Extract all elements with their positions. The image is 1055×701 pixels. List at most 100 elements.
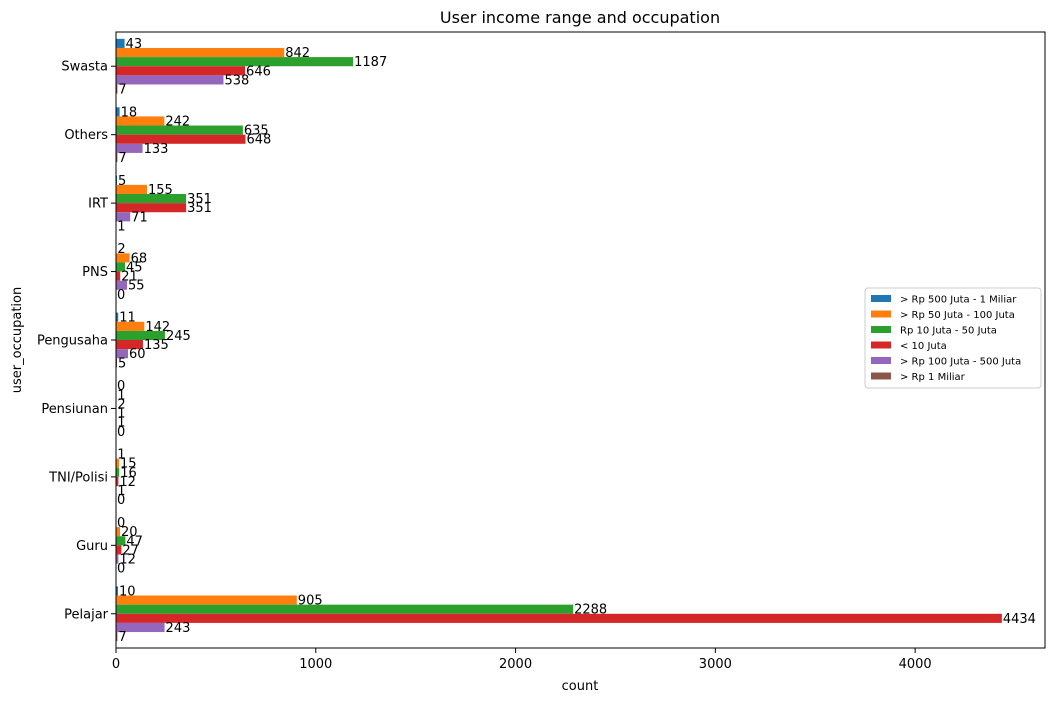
bar-value-label: 135 (144, 338, 169, 353)
bar-value-label: 4434 (1003, 612, 1036, 627)
legend-swatch (871, 341, 891, 349)
bar-value-label: 20 (121, 525, 138, 540)
bar (116, 143, 143, 153)
x-axis: 0 1000 2000 3000 4000 (112, 648, 932, 672)
y-tick-label: Guru (76, 539, 108, 554)
bar-value-label: 0 (117, 493, 125, 508)
bar (116, 203, 187, 213)
bar-value-label: 60 (129, 347, 146, 362)
bar-value-label: 55 (128, 279, 145, 294)
legend-entry: > Rp 50 Juta - 100 Juta (900, 310, 1015, 321)
bar (116, 632, 118, 642)
legend-entry: > Rp 500 Juta - 1 Miliar (900, 295, 1017, 306)
bar (116, 47, 285, 58)
bars-layer (116, 38, 1002, 642)
bar-value-label: 0 (117, 516, 125, 531)
bar-value-label: 0 (117, 562, 125, 577)
bar-value-label: 0 (117, 425, 125, 440)
legend: > Rp 500 Juta - 1 Miliar > Rp 50 Juta - 1… (864, 287, 1042, 389)
bar (116, 116, 165, 126)
x-tick-label: 4000 (899, 657, 932, 672)
bar-value-label: 646 (246, 64, 271, 79)
y-tick-label: TNI/Polisi (48, 470, 108, 485)
bar-value-label: 133 (144, 142, 169, 157)
bar-value-label: 1 (117, 484, 125, 499)
bar-value-label: 1 (117, 416, 125, 431)
bar-value-label: 11 (119, 311, 136, 326)
bar-value-label: 351 (187, 192, 212, 207)
bar-value-label: 1 (117, 448, 125, 463)
legend-entry: < 10 Juta (900, 341, 947, 352)
bar (116, 536, 126, 546)
bar-value-label: 7 (118, 630, 126, 645)
y-tick-label: Pengusaha (37, 334, 108, 349)
x-axis-label: count (562, 679, 599, 694)
y-tick-label: Others (64, 128, 108, 143)
bar-value-label: 10 (119, 584, 136, 599)
bar (116, 604, 574, 614)
bar-value-label: 7 (118, 151, 126, 166)
y-axis-label: user_occupation (10, 287, 25, 393)
bar (116, 527, 120, 537)
bar-value-label: 0 (117, 379, 125, 394)
bar (116, 476, 119, 487)
bar-value-label: 243 (166, 621, 191, 636)
bar-value-label: 47 (126, 534, 143, 549)
y-tick-label: IRT (88, 197, 108, 212)
bar-value-label: 5 (118, 174, 126, 189)
bar (116, 467, 120, 477)
bar-value-label: 2288 (574, 603, 607, 618)
bar (116, 75, 224, 85)
bar-value-label: 351 (187, 201, 212, 216)
bar (116, 554, 119, 564)
y-tick-label: Swasta (61, 60, 108, 75)
legend-entry: Rp 10 Juta - 50 Juta (900, 326, 997, 337)
bar-value-label: 7 (118, 83, 126, 98)
bar (116, 134, 246, 144)
bar-value-label: 0 (117, 288, 125, 303)
legend-swatch (871, 295, 891, 302)
x-tick-label: 3000 (699, 657, 732, 672)
bar-value-label: 71 (131, 210, 148, 225)
x-tick-label: 1000 (299, 657, 332, 672)
bar (116, 458, 119, 468)
bar-value-label: 45 (126, 260, 143, 275)
legend-swatch (871, 310, 891, 318)
bar-value-label: 842 (285, 46, 310, 61)
bar-value-label: 2 (117, 242, 125, 257)
bar (116, 280, 127, 290)
bar (116, 595, 297, 605)
bar (116, 340, 143, 350)
bar (116, 622, 165, 633)
bar (116, 312, 119, 322)
bar-value-label: 1 (117, 407, 125, 422)
bar-value-label: 538 (224, 73, 249, 88)
legend-entry: > Rp 100 Juta - 500 Juta (900, 357, 1021, 368)
bar-value-label: 2 (117, 397, 125, 412)
chart-title: User income range and occupation (440, 8, 720, 27)
legend-entry: > Rp 1 Miliar (900, 372, 966, 383)
bar-value-label: 68 (131, 251, 148, 266)
bar-value-label: 21 (121, 270, 138, 285)
bar-value-label: 43 (126, 37, 143, 52)
y-axis: Swasta Others IRT PNS Pengusaha Pensiunan TNI/… (37, 60, 116, 622)
bar (116, 253, 130, 263)
plot-frame (115, 31, 1046, 649)
bar (116, 66, 246, 76)
bar (116, 271, 121, 281)
bar (116, 212, 131, 222)
bar (116, 152, 118, 163)
bar (116, 193, 187, 204)
bar (116, 349, 128, 359)
bar (116, 107, 120, 117)
bar (116, 321, 145, 331)
x-tick-label: 2000 (499, 657, 532, 672)
bar (116, 38, 125, 48)
bar (116, 545, 122, 555)
y-tick-label: Pensiunan (41, 402, 108, 417)
bar-value-label: 18 (121, 105, 138, 120)
value-labels-layer: 4384211876465387182426356481337515535135… (117, 37, 1036, 645)
bar-value-label: 1 (117, 219, 125, 234)
bar-value-label: 155 (148, 183, 173, 198)
